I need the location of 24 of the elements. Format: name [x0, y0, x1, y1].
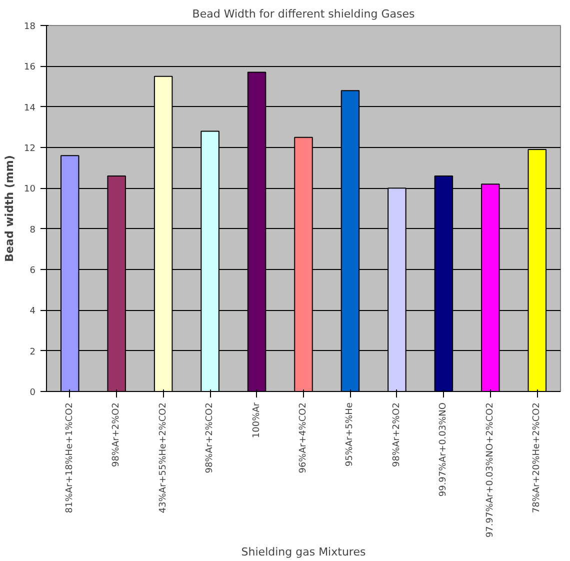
x-tick-label: 97.97%Ar+0.03%NO+2%CO2	[485, 402, 496, 538]
y-tick-label: 8	[30, 225, 36, 236]
x-tick-label: 96%Ar+4%CO2	[298, 402, 308, 474]
y-tick-label: 4	[30, 306, 36, 317]
y-tick-label: 18	[24, 22, 36, 32]
x-tick-label: 98%Ar+2%CO2	[205, 402, 216, 474]
x-tick-label: 100%Ar	[252, 402, 262, 438]
y-tick-label: 16	[24, 62, 36, 73]
y-axis-title: Bead width (mm)	[3, 155, 16, 262]
y-tick-label: 12	[24, 144, 36, 154]
y-tick-label: 0	[30, 388, 36, 398]
x-tick-label: 98%Ar+2%O2	[392, 402, 402, 467]
x-tick-label: 99.97%Ar+0.03%NO	[438, 402, 449, 497]
y-tick-label: 6	[30, 266, 36, 276]
y-tick-label: 14	[24, 103, 36, 114]
x-axis-title: Shielding gas Mixtures	[241, 546, 366, 559]
x-tick-label: 78%Ar+20%He+2%CO2	[532, 402, 542, 514]
x-tick-label: 98%Ar+2%O2	[112, 402, 122, 467]
chart-title: Bead Width for different shielding Gases	[192, 8, 415, 20]
x-tick-label: 95%Ar+5%He	[345, 402, 356, 466]
x-tick-label: 43%Ar+55%He+2%CO2	[158, 402, 168, 514]
y-tick-label: 2	[30, 347, 36, 358]
y-tick-label: 10	[24, 184, 36, 195]
x-tick-label: 81%Ar+18%He+1%CO2	[64, 402, 75, 514]
